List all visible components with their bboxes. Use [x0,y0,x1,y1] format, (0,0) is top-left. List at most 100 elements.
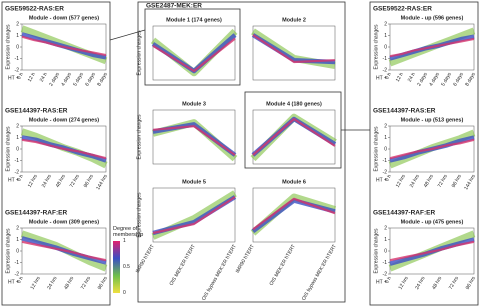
x-tick-label: 0 h [16,71,25,80]
y-tick-label: 0 [16,248,19,254]
profile-line [21,32,107,60]
y-tick-label: -2 [15,67,20,73]
x-tick-label: 12 hrs [395,173,407,188]
x-tick-label: 6 days [452,71,465,87]
x-tick-label: 5 days [72,71,85,87]
y-tick-label: 0 [384,146,387,152]
x-tick-label: 24 hrs [409,173,421,188]
panel-title: GSE144397-RAS:ER [373,108,436,115]
x-prefix: HT + [376,279,387,285]
x-tick-label: 24 hrs [41,173,53,188]
legend: Degree of membership 1 0.5 0 [113,226,144,296]
panel-subtitle: Module 4 (180 genes) [266,101,322,107]
panel-subtitle: Module - up (475 genes) [401,219,464,225]
legend-title: Degree of membership [113,226,144,238]
plot-area [152,25,236,81]
right-box [369,1,479,306]
x-tick-label: 48 hrs [431,275,443,290]
y-tick-label: -1 [383,158,388,164]
x-tick-label: 6 days [84,71,97,87]
profile-line [252,34,336,64]
x-tick-label: 72 hrs [448,275,460,290]
y-tick-label: -1 [15,56,20,62]
x-prefix: HT + [8,177,19,183]
x-tick-label: 0 h [384,71,393,80]
profile-line [389,138,475,160]
y-tick-label: 2 [16,123,19,129]
x-tick-label: 8 days [96,71,109,87]
y-tick-label: -1 [15,158,20,164]
x-tick-label: 4 days [60,71,73,87]
panel-subtitle: Module 2 [282,17,306,23]
x-tick-label: 96 hrs [451,173,463,188]
x-tick-label: 96 hrs [97,275,109,290]
panel-subtitle: Module 1 (174 genes) [166,17,222,23]
x-tick-label: OIS bypass MEK:ER hTERT [201,244,238,302]
y-tick-label: 0 [384,44,387,50]
x-tick-label: 144 hrs [95,173,109,191]
panel-subtitle: Module - down (309 genes) [29,219,99,225]
profile-line [252,117,336,156]
y-tick-label: 1 [384,237,387,243]
x-tick-label: 12 h [27,71,37,83]
y-axis-label: Expression changes [373,126,379,172]
profile-line [389,37,475,58]
middle-title: GSE2487-MEK:ER [146,3,202,10]
y-axis-label: Expression changes [5,24,11,70]
x-tick-label: 2 days [416,71,429,87]
x-tick-label: OIS MEK:ER hTERT [269,244,297,287]
y-tick-label: -1 [383,56,388,62]
y-tick-label: 0 [16,44,19,50]
x-tick-label: 2 days [48,71,61,87]
middle-box [137,1,346,303]
x-prefix: HT + [8,279,19,285]
x-tick-label: 72 hrs [69,173,81,188]
legend-tick: 0 [123,290,126,296]
plot-area [252,25,336,81]
panel-title: GSE59522-RAS:ER [373,6,432,13]
legend-tick: 0.5 [123,264,130,270]
legend-tick: 1 [123,238,126,244]
x-tick-label: 0 h [16,275,25,284]
y-tick-label: 1 [16,237,19,243]
y-tick-label: -1 [383,260,388,266]
panel-title: GSE144397-RAF:ER [373,210,435,217]
y-tick-label: -2 [383,169,388,175]
panel-subtitle: Module 3 [182,101,206,107]
module-box [144,8,241,86]
profile-line [21,240,107,262]
plot-area [152,187,236,243]
profile-line [152,125,236,156]
y-tick-label: -2 [383,67,388,73]
panel-title: GSE59522-RAS:ER [5,6,64,13]
profile-line [389,240,475,262]
profile-line [152,37,236,73]
x-tick-label: 144 hrs [463,173,477,191]
x-tick-label: OIS MEK:ER hTERT [169,244,197,287]
x-tick-label: IMR90 hTERT [235,244,256,275]
y-tick-label: 0 [16,146,19,152]
left-box [1,1,111,306]
x-tick-label: 96 hrs [465,275,477,290]
x-tick-label: 24 hrs [46,275,58,290]
x-prefix: HT + [8,75,19,81]
plot-area [152,109,236,165]
y-tick-label: -2 [15,169,20,175]
x-tick-label: 4 days [428,71,441,87]
y-tick-label: 0 [384,248,387,254]
y-tick-label: 1 [384,33,387,39]
y-axis-label: Expression changes [136,30,142,76]
x-tick-label: 48 hrs [55,173,67,188]
x-prefix: HT + [376,75,387,81]
x-tick-label: 24 h [407,71,417,83]
x-tick-label: 48 hrs [423,173,435,188]
y-axis-label: Expression changes [5,126,11,172]
x-prefix: HT + [376,177,387,183]
x-tick-label: 24 hrs [414,275,426,290]
y-tick-label: 1 [16,33,19,39]
y-axis-label: Expression changes [373,228,379,274]
y-tick-label: -2 [15,271,20,277]
y-tick-label: 2 [384,21,387,27]
y-tick-label: 2 [16,21,19,27]
